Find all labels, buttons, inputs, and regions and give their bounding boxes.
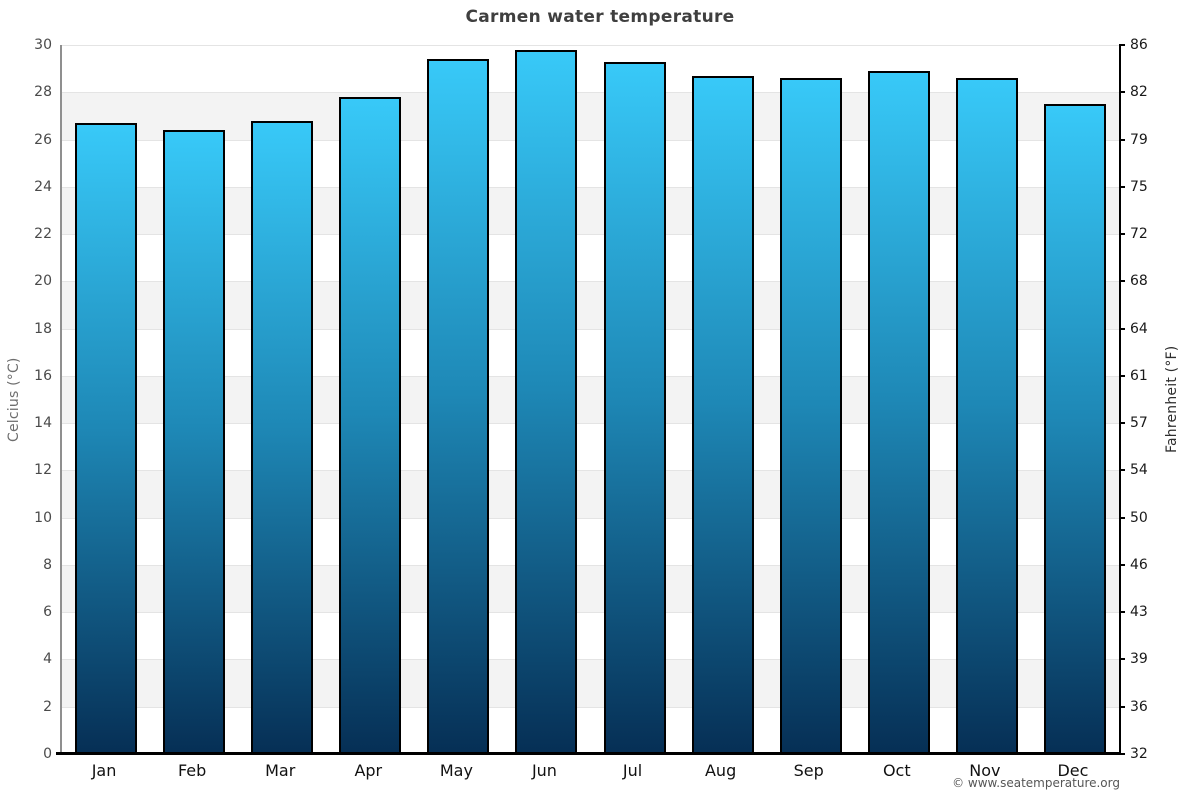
fahrenheit-tick-label: 61 xyxy=(1130,367,1148,384)
fahrenheit-tick-label: 46 xyxy=(1130,556,1148,573)
celsius-tick-label: 8 xyxy=(43,556,52,573)
month-label-mar: Mar xyxy=(265,761,296,780)
bar-apr xyxy=(339,97,402,754)
celsius-tick-label: 16 xyxy=(34,367,52,384)
celsius-tick-label: 10 xyxy=(34,509,52,526)
y-axis-title-celsius: Celcius (°C) xyxy=(6,357,22,442)
celsius-tick-label: 14 xyxy=(34,415,52,432)
fahrenheit-tick-mark xyxy=(1119,233,1125,236)
fahrenheit-tick-label: 50 xyxy=(1130,509,1148,526)
bar-oct xyxy=(867,71,930,754)
fahrenheit-tick-mark xyxy=(1119,563,1125,566)
grid-band xyxy=(62,517,1119,565)
fahrenheit-tick-mark xyxy=(1119,753,1125,755)
bar-sep xyxy=(779,78,842,754)
fahrenheit-tick-label: 43 xyxy=(1130,604,1148,621)
fahrenheit-tick-label: 39 xyxy=(1130,651,1148,668)
fahrenheit-tick-label: 75 xyxy=(1130,178,1148,195)
bar-nov xyxy=(955,78,1018,754)
fahrenheit-tick-mark xyxy=(1119,422,1125,425)
fahrenheit-tick-mark xyxy=(1119,705,1125,708)
celsius-tick-label: 26 xyxy=(34,131,52,148)
fahrenheit-tick-mark xyxy=(1119,327,1125,330)
fahrenheit-tick-label: 32 xyxy=(1130,746,1148,762)
celsius-tick-label: 6 xyxy=(43,604,52,621)
fahrenheit-tick-mark xyxy=(1119,91,1125,94)
celsius-tick-label: 18 xyxy=(34,320,52,337)
month-label-jan: Jan xyxy=(91,761,117,780)
bar-feb xyxy=(163,130,226,754)
grid-band xyxy=(62,564,1119,613)
grid-band xyxy=(62,470,1119,518)
grid-band xyxy=(62,328,1119,376)
attribution-text: © www.seatemperature.org xyxy=(952,776,1120,790)
month-label-sep: Sep xyxy=(793,761,824,780)
grid-band xyxy=(62,612,1119,660)
bar-dec xyxy=(1043,104,1106,754)
fahrenheit-tick-label: 68 xyxy=(1130,273,1148,290)
bar-jul xyxy=(603,61,666,754)
fahrenheit-tick-label: 72 xyxy=(1130,226,1148,243)
grid-band xyxy=(62,659,1119,707)
month-label-feb: Feb xyxy=(177,761,207,780)
fahrenheit-tick-mark xyxy=(1119,44,1125,46)
month-label-may: May xyxy=(439,761,473,780)
fahrenheit-tick-mark xyxy=(1119,280,1125,283)
grid-band xyxy=(62,375,1119,424)
fahrenheit-tick-mark xyxy=(1119,374,1125,377)
celsius-tick-label: 24 xyxy=(34,178,52,195)
month-label-dec: Dec xyxy=(1057,761,1089,780)
chart-title: Carmen water temperature xyxy=(465,7,735,27)
grid-band xyxy=(62,234,1119,282)
celsius-tick-label: 12 xyxy=(34,462,52,479)
fahrenheit-tick-label: 57 xyxy=(1130,415,1148,432)
celsius-tick-label: 4 xyxy=(43,651,52,668)
month-label-jun: Jun xyxy=(531,761,557,780)
bar-mar xyxy=(251,120,314,754)
grid-band xyxy=(62,423,1119,471)
celsius-tick-label: 30 xyxy=(34,37,52,53)
fahrenheit-tick-mark xyxy=(1119,516,1125,519)
y-axis-title-fahrenheit: Fahrenheit (°F) xyxy=(1164,345,1180,454)
grid-band xyxy=(62,706,1119,754)
fahrenheit-tick-mark xyxy=(1119,658,1125,661)
plot-area xyxy=(60,45,1121,754)
grid-band xyxy=(62,45,1119,93)
month-label-apr: Apr xyxy=(354,761,383,780)
fahrenheit-tick-label: 36 xyxy=(1130,698,1148,715)
fahrenheit-tick-label: 54 xyxy=(1130,462,1148,479)
celsius-tick-label: 22 xyxy=(34,226,52,243)
month-label-nov: Nov xyxy=(969,761,1001,780)
fahrenheit-tick-label: 79 xyxy=(1130,131,1148,148)
bar-may xyxy=(427,59,490,754)
bar-jun xyxy=(515,49,578,754)
fahrenheit-tick-mark xyxy=(1119,138,1125,141)
bar-jan xyxy=(75,123,138,754)
x-axis-line xyxy=(56,752,1120,755)
grid-band xyxy=(62,139,1119,187)
grid-band xyxy=(62,281,1119,329)
grid-band xyxy=(62,186,1119,235)
fahrenheit-tick-mark xyxy=(1119,469,1125,472)
fahrenheit-tick-label: 86 xyxy=(1130,37,1148,53)
fahrenheit-tick-mark xyxy=(1119,611,1125,614)
celsius-tick-label: 2 xyxy=(43,698,52,715)
bar-aug xyxy=(691,75,754,754)
month-label-aug: Aug xyxy=(704,761,737,780)
grid-band xyxy=(62,92,1119,140)
month-label-jul: Jul xyxy=(622,761,643,780)
month-label-oct: Oct xyxy=(882,761,911,780)
celsius-tick-label: 28 xyxy=(34,84,52,101)
celsius-tick-label: 20 xyxy=(34,273,52,290)
fahrenheit-tick-label: 64 xyxy=(1130,320,1148,337)
fahrenheit-tick-mark xyxy=(1119,185,1125,188)
celsius-tick-label: 0 xyxy=(43,746,52,762)
fahrenheit-tick-label: 82 xyxy=(1130,84,1148,101)
